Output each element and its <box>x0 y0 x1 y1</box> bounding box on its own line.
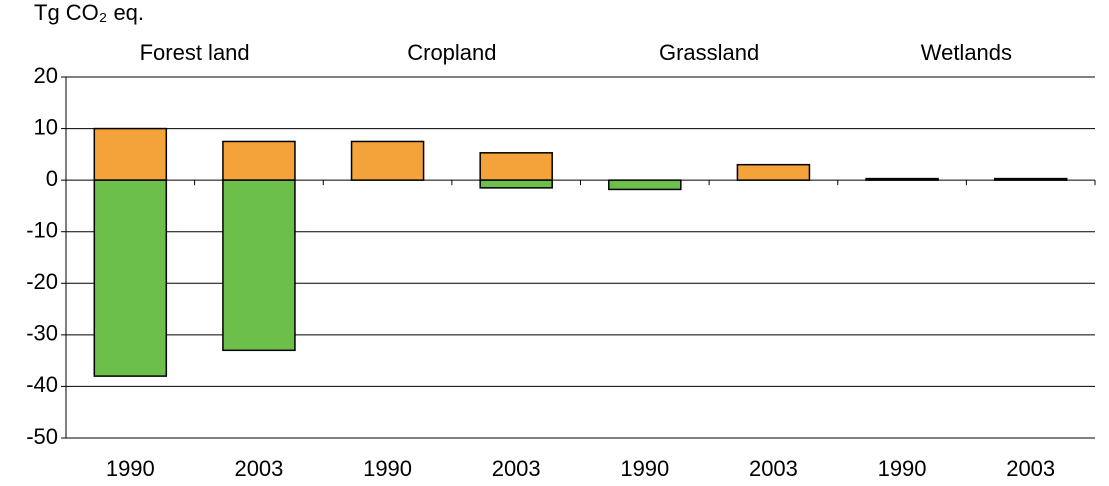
y-tick-label: 0 <box>46 166 58 191</box>
y-tick-label: 10 <box>34 114 58 139</box>
x-tick-label: 1990 <box>363 456 412 481</box>
x-tick-label: 2003 <box>1006 456 1055 481</box>
bar <box>93 179 168 377</box>
y-tick-label: 20 <box>34 63 58 88</box>
bar <box>608 179 682 191</box>
group-label: Wetlands <box>921 40 1012 65</box>
y-tick-label: -50 <box>26 424 58 449</box>
y-tick-label: -40 <box>26 372 58 397</box>
bar <box>479 152 553 181</box>
bar <box>222 140 296 181</box>
bar <box>350 140 425 181</box>
bar <box>736 163 811 181</box>
x-tick-label: 2003 <box>492 456 541 481</box>
x-tick-label: 2003 <box>749 456 798 481</box>
group-label: Forest land <box>140 40 250 65</box>
group-label: Cropland <box>407 40 496 65</box>
x-tick-label: 2003 <box>234 456 283 481</box>
bar <box>222 179 296 352</box>
y-tick-label: -30 <box>26 321 58 346</box>
group-label: Grassland <box>659 40 759 65</box>
bar <box>93 127 168 181</box>
x-tick-label: 1990 <box>620 456 669 481</box>
x-tick-label: 1990 <box>878 456 927 481</box>
bar <box>993 177 1068 181</box>
unit-label: Tg CO₂ eq. <box>34 0 144 25</box>
y-tick-label: -20 <box>26 269 58 294</box>
y-tick-label: -10 <box>26 218 58 243</box>
x-tick-label: 1990 <box>106 456 155 481</box>
bar <box>865 177 939 181</box>
bar <box>479 179 553 189</box>
